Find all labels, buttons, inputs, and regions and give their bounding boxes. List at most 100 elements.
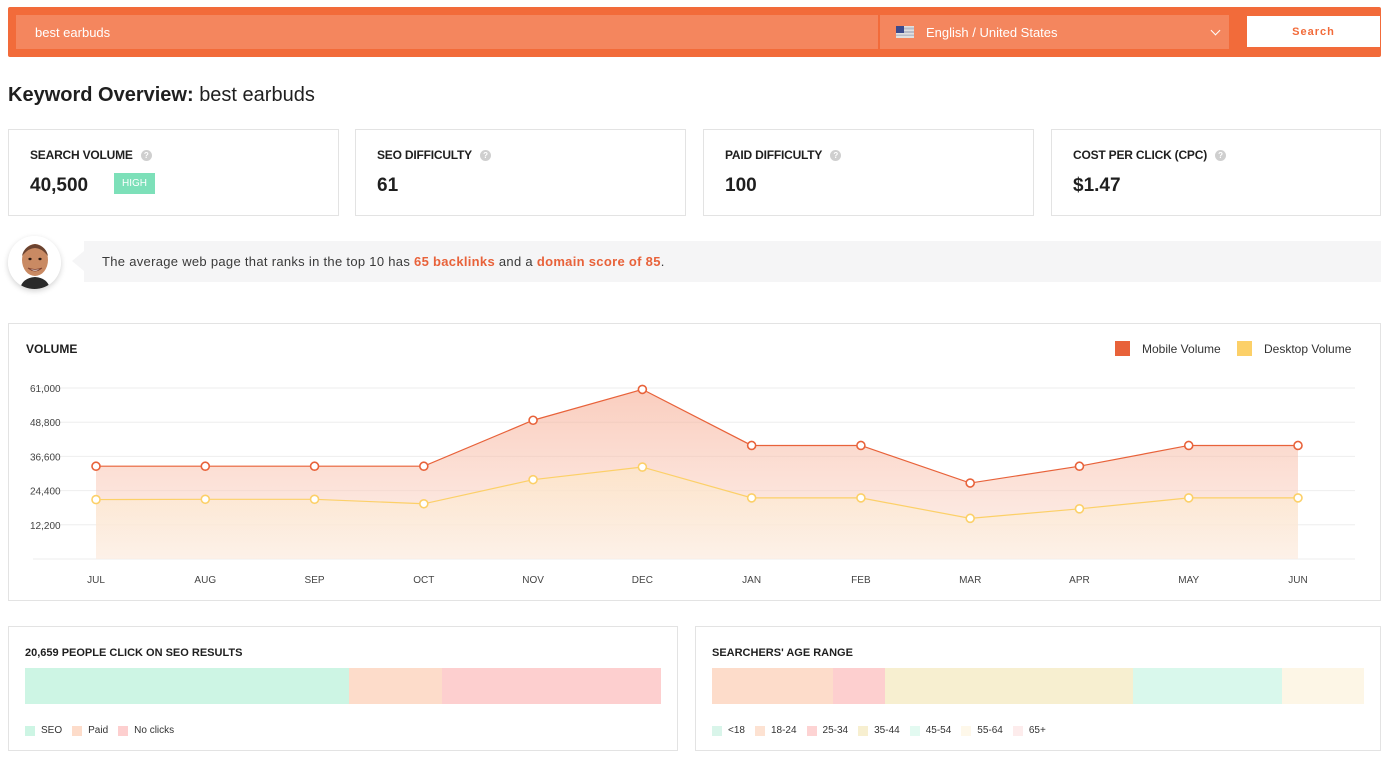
avatar [8,236,61,289]
person-portrait-icon [8,236,61,289]
volume-panel-title: VOLUME [26,342,78,356]
data-point-desktop[interactable] [856,493,866,503]
data-point-mobile[interactable] [309,461,320,472]
chevron-down-icon [1210,25,1221,36]
legend-item: No clicks [118,725,174,736]
series-line-desktop [95,466,1298,519]
clicks-bar [25,668,661,704]
bar-segment[interactable] [349,668,442,704]
legend-swatch [712,725,722,736]
data-point-mobile[interactable] [91,461,101,472]
data-point-mobile[interactable] [856,440,866,451]
bar-segment[interactable] [712,668,833,704]
data-point-desktop[interactable] [309,494,320,505]
bar-segment[interactable] [1132,668,1283,704]
age-range-panel: SEARCHERS' AGE RANGE <18 18-24 25-34 35-44 4… [695,626,1381,751]
age-bar [712,668,1364,704]
search-button[interactable]: Search [1247,16,1380,47]
metric-card-search-volume: SEARCH VOLUME? 40,500 HIGH [8,129,339,216]
bar-segment[interactable] [832,668,885,704]
bar-segment[interactable] [441,668,661,704]
help-icon[interactable]: ? [830,149,842,161]
data-point-mobile[interactable] [746,440,757,451]
clicks-panel-title: 20,659 PEOPLE CLICK ON SEO RESULTS [25,647,243,659]
legend-label: SEO [41,725,63,736]
area-desktop [96,467,1298,559]
legend-label: Paid [88,725,109,736]
legend-label: 45-54 [925,725,952,736]
bar-segment[interactable] [884,668,1133,704]
language-label: English / United States [926,24,1058,40]
page-title-keyword: best earbuds [199,84,315,106]
legend-label: 65+ [1028,725,1046,736]
y-tick-label: 12,200 [30,521,61,532]
help-icon[interactable]: ? [479,149,491,161]
legend-item: 45-54 [909,725,952,736]
volume-chart-panel: VOLUME Mobile Volume Desktop Volume 61,0… [8,323,1381,601]
data-point-desktop[interactable] [1293,493,1303,503]
y-tick-label: 61,000 [30,384,61,395]
data-point-mobile[interactable] [1183,440,1194,451]
legend-desktop[interactable]: Desktop Volume [1237,341,1351,356]
tip-text-before: The average web page that ranks in the t… [102,254,415,269]
x-tick-label: JUL [87,575,105,586]
legend-label: Desktop Volume [1264,341,1352,356]
data-point-mobile[interactable] [1074,461,1085,472]
data-point-desktop[interactable] [965,513,975,524]
legend-item: <18 [712,725,745,736]
metric-value: 61 [377,175,399,196]
us-flag-icon [896,26,914,38]
data-point-mobile[interactable] [528,415,538,426]
x-tick-label: MAR [959,575,981,586]
legend-item: 25-34 [806,725,849,736]
legend-swatch [754,725,765,736]
data-point-mobile[interactable] [200,461,211,472]
legend-label: Mobile Volume [1142,341,1221,356]
tip-text-after: . [660,254,665,269]
language-select[interactable]: English / United States [880,15,1229,49]
data-point-desktop[interactable] [200,494,211,505]
legend-mobile[interactable]: Mobile Volume [1115,341,1221,356]
legend-swatch [72,725,83,736]
legend-swatch [1012,725,1023,736]
legend-label: 35-44 [874,725,900,736]
age-legend: <18 18-24 25-34 35-44 45-54 55-64 65+ [712,725,1056,736]
data-point-desktop[interactable] [1183,493,1194,503]
metric-value: 40,500 [30,175,89,196]
data-point-desktop[interactable] [637,462,648,472]
tip-text-mid: and a [494,254,537,269]
data-point-desktop[interactable] [419,498,429,509]
legend-item: 55-64 [961,725,1003,736]
legend-label: 55-64 [977,725,1003,736]
data-point-desktop[interactable] [746,493,757,503]
data-point-mobile[interactable] [419,461,429,472]
legend-label: No clicks [134,725,175,736]
data-point-desktop[interactable] [91,494,101,505]
help-icon[interactable]: ? [140,149,152,161]
bar-segment[interactable] [25,668,350,704]
search-bar: English / United States Search [8,7,1381,57]
y-tick-label: 48,800 [30,418,61,429]
legend-item: 35-44 [858,725,900,736]
tip-banner: The average web page that ranks in the t… [72,241,1381,282]
data-point-desktop[interactable] [528,474,538,485]
seo-clicks-panel: 20,659 PEOPLE CLICK ON SEO RESULTS SEO Pa… [8,626,678,751]
legend-swatch [25,725,35,736]
legend-swatch [806,725,817,736]
x-tick-label: JAN [742,575,761,586]
help-icon[interactable]: ? [1215,149,1227,161]
x-tick-label: SEP [305,575,325,586]
data-point-mobile[interactable] [1293,440,1303,451]
legend-swatch [909,725,920,736]
x-tick-label: MAY [1178,575,1199,586]
data-point-mobile[interactable] [637,384,648,395]
legend-label: 25-34 [822,725,849,736]
x-tick-label: APR [1069,575,1090,586]
legend-item: SEO [25,725,62,736]
data-point-mobile[interactable] [965,478,975,488]
data-point-desktop[interactable] [1074,504,1085,514]
metric-card-seo-difficulty: SEO DIFFICULTY? 61 [355,129,686,216]
bar-segment[interactable] [1282,668,1364,704]
x-tick-label: NOV [522,575,544,586]
search-input[interactable] [16,15,878,49]
